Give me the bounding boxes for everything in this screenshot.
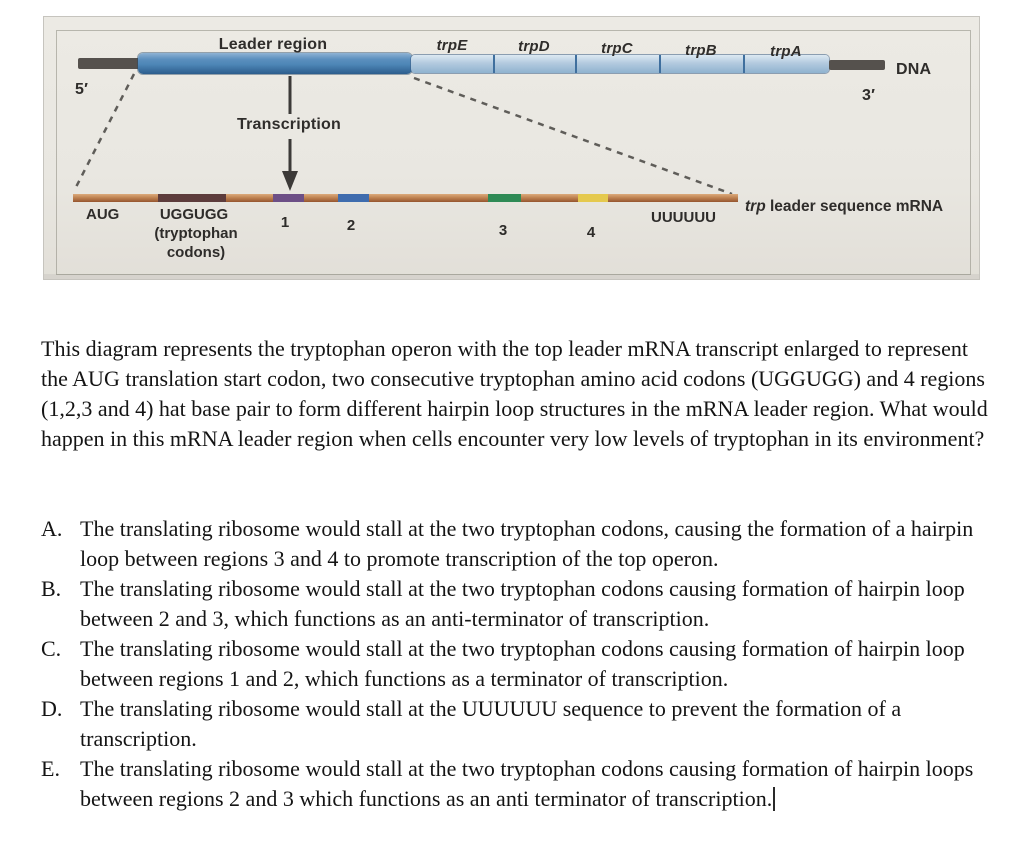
option-d-letter: D. — [41, 696, 63, 721]
option-d: D. The translating ribosome would stall … — [41, 694, 997, 754]
option-c: C. The translating ribosome would stall … — [41, 634, 997, 694]
transcription-label: Transcription — [237, 116, 341, 133]
region-1-segment — [273, 194, 304, 202]
option-b-text: The translating ribosome would stall at … — [80, 576, 965, 631]
option-e: E. The translating ribosome would stall … — [41, 754, 997, 814]
region-4-segment — [578, 194, 608, 202]
five-prime-label: 5′ — [75, 81, 89, 98]
photo-edge — [44, 274, 979, 279]
mrna-strand — [73, 194, 738, 202]
trp-leader-mrna-label-rest: leader sequence mRNA — [765, 198, 944, 215]
trp-leader-mrna-label-italic: trp — [745, 198, 766, 215]
option-a: A. The translating ribosome would stall … — [41, 514, 997, 574]
gene-label-trpE: trpE — [436, 37, 468, 54]
gene-divider — [743, 55, 745, 73]
gene-label-trpB: trpB — [685, 42, 717, 59]
trp-codons-label: UGGUGG — [159, 206, 229, 223]
region-1-label: 1 — [280, 214, 290, 231]
region-3-label: 3 — [498, 222, 508, 239]
three-prime-label: 3′ — [862, 87, 876, 104]
gene-label-trpA: trpA — [770, 43, 802, 60]
trp-codons-note-line2: codons) — [166, 244, 226, 261]
zoom-line-right — [413, 76, 733, 196]
option-a-text: The translating ribosome would stall at … — [80, 516, 974, 571]
region-2-segment — [338, 194, 369, 202]
text-cursor — [773, 787, 776, 811]
option-c-text: The translating ribosome would stall at … — [80, 636, 965, 691]
gene-divider — [659, 55, 661, 73]
option-e-text: The translating ribosome would stall at … — [80, 756, 974, 811]
leader-region-label: Leader region — [218, 36, 328, 53]
dna-strand-right — [829, 60, 885, 70]
region-3-segment — [488, 194, 521, 202]
poly-u-label: UUUUUU — [651, 209, 716, 226]
answer-options: A. The translating ribosome would stall … — [41, 514, 997, 814]
gene-divider — [493, 55, 495, 73]
region-2-label: 2 — [346, 217, 356, 234]
trp-codons-segment — [158, 194, 226, 202]
trp-codons-note-line1: (tryptophan — [154, 225, 238, 242]
option-a-letter: A. — [41, 516, 63, 541]
aug-codon-label: AUG — [86, 206, 120, 223]
transcription-arrowhead-icon — [282, 171, 298, 191]
option-b: B. The translating ribosome would stall … — [41, 574, 997, 634]
structural-genes-bar — [411, 55, 829, 73]
dna-strand-left — [78, 58, 141, 69]
gene-label-trpD: trpD — [518, 38, 550, 55]
operon-figure-panel: Leader region trpE trpD trpC trpB trpA D… — [43, 16, 980, 280]
trp-leader-mrna-label: trp leader sequence mRNA — [745, 198, 943, 216]
gene-label-trpC: trpC — [601, 40, 633, 57]
option-d-text: The translating ribosome would stall at … — [80, 696, 902, 751]
option-b-letter: B. — [41, 576, 62, 601]
option-c-letter: C. — [41, 636, 62, 661]
question-text: This diagram represents the tryptophan o… — [41, 336, 988, 451]
option-e-letter: E. — [41, 756, 60, 781]
dna-label: DNA — [896, 61, 932, 78]
gene-divider — [575, 55, 577, 73]
leader-region-bar — [138, 53, 412, 74]
region-4-label: 4 — [586, 224, 596, 241]
